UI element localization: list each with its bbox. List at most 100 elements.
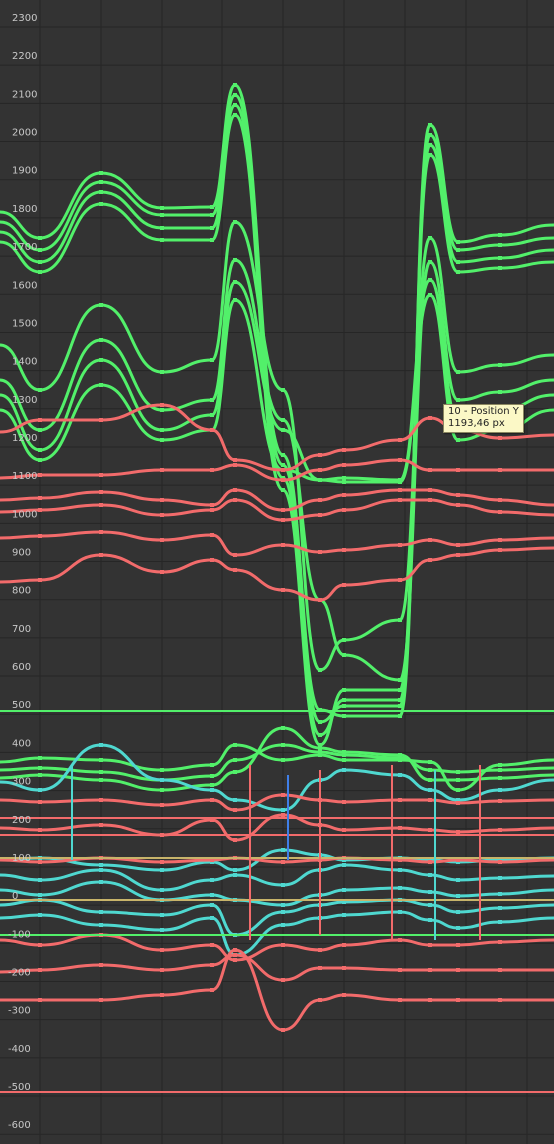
keyframe-handle[interactable] <box>498 436 502 440</box>
keyframe-handle[interactable] <box>210 988 214 992</box>
keyframe-handle[interactable] <box>342 966 346 970</box>
keyframe-handle[interactable] <box>210 916 214 920</box>
keyframe-handle[interactable] <box>38 860 42 864</box>
keyframe-handle[interactable] <box>210 533 214 537</box>
keyframe-handle[interactable] <box>318 468 322 472</box>
keyframe-handle[interactable] <box>160 438 164 442</box>
keyframe-handle[interactable] <box>210 468 214 472</box>
keyframe-handle[interactable] <box>398 798 402 802</box>
keyframe-handle[interactable] <box>38 458 42 462</box>
keyframe-handle[interactable] <box>99 868 103 872</box>
keyframe-handle[interactable] <box>318 668 322 672</box>
keyframe-handle[interactable] <box>428 918 432 922</box>
keyframe-handle[interactable] <box>210 788 214 792</box>
keyframe-handle[interactable] <box>233 553 237 557</box>
keyframe-handle[interactable] <box>38 756 42 760</box>
keyframe-handle[interactable] <box>342 768 346 772</box>
keyframe-handle[interactable] <box>398 938 402 942</box>
keyframe-handle[interactable] <box>160 788 164 792</box>
keyframe-handle[interactable] <box>398 543 402 547</box>
keyframe-handle[interactable] <box>498 538 502 542</box>
keyframe-handle[interactable] <box>456 858 460 862</box>
keyframe-handle[interactable] <box>428 123 432 127</box>
keyframe-handle[interactable] <box>99 823 103 827</box>
keyframe-handle[interactable] <box>38 998 42 1002</box>
keyframe-handle[interactable] <box>160 803 164 807</box>
keyframe-handle[interactable] <box>428 890 432 894</box>
keyframe-handle[interactable] <box>318 498 322 502</box>
keyframe-handle[interactable] <box>498 468 502 472</box>
keyframe-handle[interactable] <box>38 800 42 804</box>
keyframe-handle[interactable] <box>342 463 346 467</box>
keyframe-handle[interactable] <box>398 498 402 502</box>
keyframe-handle[interactable] <box>38 788 42 792</box>
keyframe-handle[interactable] <box>281 860 285 864</box>
keyframe-handle[interactable] <box>342 758 346 762</box>
keyframe-handle[interactable] <box>498 860 502 864</box>
keyframe-handle[interactable] <box>160 408 164 412</box>
keyframe-handle[interactable] <box>342 753 346 757</box>
keyframe-handle[interactable] <box>456 468 460 472</box>
keyframe-handle[interactable] <box>398 488 402 492</box>
keyframe-handle[interactable] <box>428 943 432 947</box>
keyframe-handle[interactable] <box>38 534 42 538</box>
keyframe-handle[interactable] <box>160 768 164 772</box>
keyframe-handle[interactable] <box>342 476 346 480</box>
keyframe-handle[interactable] <box>160 993 164 997</box>
keyframe-handle[interactable] <box>210 558 214 562</box>
keyframe-handle[interactable] <box>99 202 103 206</box>
keyframe-handle[interactable] <box>398 480 402 484</box>
keyframe-handle[interactable] <box>456 438 460 442</box>
keyframe-handle[interactable] <box>281 743 285 747</box>
keyframe-handle[interactable] <box>233 103 237 107</box>
keyframe-handle[interactable] <box>99 758 103 762</box>
keyframe-handle[interactable] <box>233 280 237 284</box>
keyframe-handle[interactable] <box>210 943 214 947</box>
keyframe-handle[interactable] <box>342 583 346 587</box>
keyframe-handle[interactable] <box>498 266 502 270</box>
keyframe-handle[interactable] <box>456 830 460 834</box>
keyframe-handle[interactable] <box>398 968 402 972</box>
keyframe-handle[interactable] <box>210 358 214 362</box>
keyframe-handle[interactable] <box>281 1028 285 1032</box>
keyframe-handle[interactable] <box>38 913 42 917</box>
keyframe-handle[interactable] <box>428 488 432 492</box>
keyframe-handle[interactable] <box>38 260 42 264</box>
keyframe-handle[interactable] <box>160 498 164 502</box>
keyframe-handle[interactable] <box>456 878 460 882</box>
keyframe-handle[interactable] <box>428 903 432 907</box>
keyframe-handle[interactable] <box>318 746 322 750</box>
keyframe-handle[interactable] <box>281 813 285 817</box>
keyframe-handle[interactable] <box>342 800 346 804</box>
keyframe-handle[interactable] <box>498 892 502 896</box>
keyframe-handle[interactable] <box>99 418 103 422</box>
keyframe-handle[interactable] <box>233 868 237 872</box>
keyframe-handle[interactable] <box>160 513 164 517</box>
keyframe-handle[interactable] <box>342 508 346 512</box>
keyframe-handle[interactable] <box>281 468 285 472</box>
keyframe-handle[interactable] <box>498 799 502 803</box>
keyframe-handle[interactable] <box>99 910 103 914</box>
keyframe-handle[interactable] <box>99 303 103 307</box>
keyframe-handle[interactable] <box>342 548 346 552</box>
keyframe-handle[interactable] <box>398 438 402 442</box>
keyframe-handle[interactable] <box>210 413 214 417</box>
keyframe-handle[interactable] <box>428 558 432 562</box>
keyframe-handle[interactable] <box>233 743 237 747</box>
keyframe-handle[interactable] <box>210 503 214 507</box>
keyframe-handle[interactable] <box>456 801 460 805</box>
keyframe-handle[interactable] <box>38 248 42 252</box>
animation-curves[interactable] <box>0 83 554 1093</box>
keyframe-handle[interactable] <box>233 220 237 224</box>
animation-curve[interactable] <box>0 863 554 892</box>
keyframe-handle[interactable] <box>281 726 285 730</box>
keyframe-handle[interactable] <box>233 498 237 502</box>
keyframe-handle[interactable] <box>428 416 432 420</box>
keyframe-handle[interactable] <box>398 714 402 718</box>
keyframe-handle[interactable] <box>456 503 460 507</box>
keyframe-handle[interactable] <box>210 858 214 862</box>
keyframe-handle[interactable] <box>210 963 214 967</box>
keyframe-handle[interactable] <box>342 913 346 917</box>
keyframe-handle[interactable] <box>428 828 432 832</box>
keyframe-handle[interactable] <box>498 548 502 552</box>
